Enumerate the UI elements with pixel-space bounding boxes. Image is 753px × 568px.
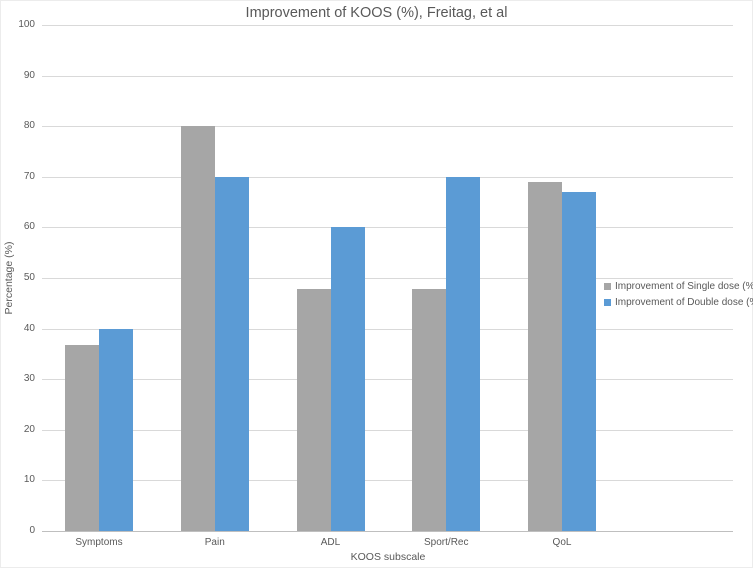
chart-title: Improvement of KOOS (%), Freitag, et al — [245, 5, 508, 21]
y-tick-label-100: 100 — [18, 19, 35, 30]
gridline-100 — [42, 25, 733, 26]
plot-area — [42, 25, 733, 532]
gridline-20 — [42, 429, 733, 431]
bar-double-dose-pain — [214, 176, 249, 531]
y-tick-label-70: 70 — [23, 170, 35, 182]
bar-single-dose-pain — [180, 126, 215, 531]
bar-single-dose-qol — [528, 182, 562, 531]
bar-double-dose-qol — [562, 191, 596, 531]
y-tick-label-50: 50 — [23, 272, 35, 283]
y-tick-label-20: 20 — [23, 423, 35, 435]
bar-single-dose-sport-rec — [412, 289, 447, 531]
legend-label: Improvement of Single dose (%) — [615, 281, 753, 292]
gridline-90 — [42, 75, 733, 77]
x-axis-title: KOOS subscale — [350, 551, 426, 563]
x-tick-label-pain: Pain — [204, 537, 225, 548]
bar-double-dose-sport-rec — [446, 176, 481, 531]
y-tick-label-60: 60 — [23, 221, 35, 233]
legend-item-double-dose: Improvement of Double dose (%) — [604, 297, 753, 308]
gridline-60 — [42, 227, 733, 229]
gridline-80 — [42, 126, 733, 128]
x-tick-label-qol: QoL — [552, 537, 572, 548]
legend: Improvement of Single dose (%) Improvemen… — [604, 281, 753, 313]
gridline-40 — [42, 328, 733, 330]
legend-marker-icon — [604, 299, 611, 306]
bar-double-dose-symptoms — [99, 328, 133, 531]
bar-double-dose-adl — [330, 227, 365, 531]
bar-single-dose-adl — [296, 289, 331, 531]
gridline-70 — [42, 176, 733, 178]
bar-single-dose-symptoms — [65, 345, 99, 531]
y-tick-label-40: 40 — [23, 322, 35, 334]
x-tick-label-sport-rec: Sport/Rec — [424, 537, 469, 548]
y-tick-label-0: 0 — [29, 525, 35, 536]
y-tick-label-90: 90 — [23, 69, 35, 81]
y-tick-label-10: 10 — [23, 474, 35, 486]
x-tick-label-adl: ADL — [320, 537, 341, 548]
y-tick-label-30: 30 — [23, 373, 35, 385]
gridline-30 — [42, 379, 733, 381]
y-tick-label-80: 80 — [23, 120, 35, 132]
legend-item-single-dose: Improvement of Single dose (%) — [604, 281, 753, 292]
gridline-50 — [42, 278, 733, 279]
legend-marker-icon — [604, 283, 611, 290]
legend-label: Improvement of Double dose (%) — [615, 297, 753, 308]
x-tick-label-symptoms: Symptoms — [75, 537, 123, 548]
gridline-10 — [42, 480, 733, 482]
